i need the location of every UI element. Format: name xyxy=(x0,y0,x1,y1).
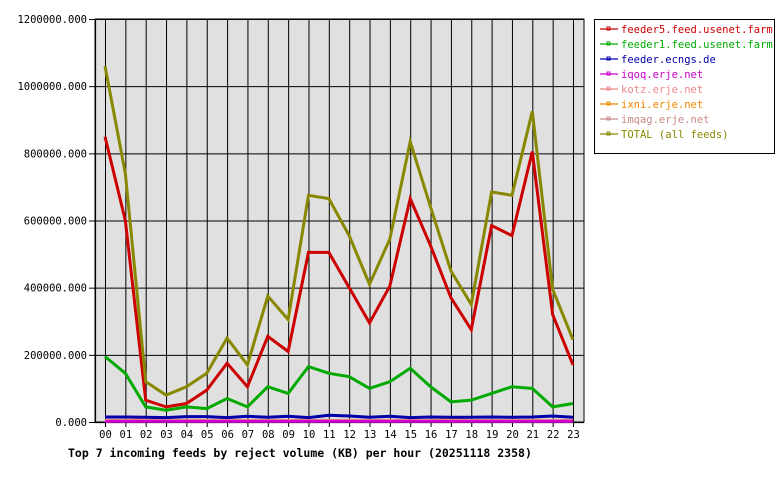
legend-item: feeder5.feed.usenet.farm xyxy=(600,24,773,36)
legend-label: kotz.erje.net xyxy=(621,84,703,96)
x-tick-label: 20 xyxy=(506,429,519,441)
legend-item: iqoq.erje.net xyxy=(600,69,703,81)
legend-label: imqag.erje.net xyxy=(621,114,710,126)
legend-item: feeder.ecngs.de xyxy=(600,54,716,66)
legend-box xyxy=(594,19,775,154)
legend-label: feeder.ecngs.de xyxy=(621,54,716,66)
x-tick-label: 21 xyxy=(526,429,539,441)
x-axis: 00 01 02 03 04 05 06 07 08 09 10 11 12 13 14 15 16 17 18 19… xyxy=(95,421,584,441)
legend-label: iqoq.erje.net xyxy=(621,69,703,81)
legend-label: TOTAL (all feeds) xyxy=(621,129,728,141)
x-tick-label: 19 xyxy=(486,429,499,441)
series-line xyxy=(105,413,574,420)
legend-label: feeder1.feed.usenet.farm xyxy=(621,39,773,51)
x-tick-label: 04 xyxy=(181,429,194,441)
legend-item: ixni.erje.net xyxy=(600,99,703,111)
x-tick-label: 18 xyxy=(465,429,478,441)
y-tick-label: 1200000.000 xyxy=(17,14,87,26)
x-tick-label: 01 xyxy=(120,429,133,441)
series-line xyxy=(103,136,575,409)
y-tick-label: 200000.000 xyxy=(24,350,87,362)
x-tick-label: 14 xyxy=(384,429,397,441)
legend-item: kotz.erje.net xyxy=(600,84,703,96)
y-tick-label: 1000000.000 xyxy=(17,81,87,93)
x-tick-label: 07 xyxy=(242,429,255,441)
legend-item: feeder1.feed.usenet.farm xyxy=(600,39,773,51)
y-tick-label: 400000.000 xyxy=(24,283,87,295)
series-lines xyxy=(103,65,575,423)
legend-label: feeder5.feed.usenet.farm xyxy=(621,24,773,36)
legend: feeder5.feed.usenet.farm feeder1.feed.use… xyxy=(594,19,775,154)
legend-label: ixni.erje.net xyxy=(621,99,703,111)
y-tick-label: 800000.000 xyxy=(24,148,87,160)
x-tick-label: 16 xyxy=(425,429,438,441)
chart-caption: Top 7 incoming feeds by reject volume (K… xyxy=(68,446,532,460)
x-tick-label: 13 xyxy=(364,429,377,441)
x-tick-label: 23 xyxy=(567,429,580,441)
x-tick-label: 00 xyxy=(99,429,112,441)
x-tick-label: 11 xyxy=(323,429,336,441)
x-tick-label: 15 xyxy=(404,429,417,441)
y-tick-label: 600000.000 xyxy=(24,216,87,228)
x-tick-label: 02 xyxy=(140,429,153,441)
series-line xyxy=(103,65,575,397)
x-tick-label: 08 xyxy=(262,429,275,441)
legend-item: TOTAL (all feeds) xyxy=(600,129,728,141)
y-axis: 0.000 200000.000 400000.000 600000.000 80000… xyxy=(17,14,97,429)
x-tick-label: 09 xyxy=(282,429,295,441)
x-tick-label: 17 xyxy=(445,429,458,441)
x-tick-label: 06 xyxy=(221,429,234,441)
series-line xyxy=(104,355,574,412)
x-tick-label: 12 xyxy=(343,429,356,441)
x-tick-label: 05 xyxy=(201,429,214,441)
x-tick-label: 22 xyxy=(547,429,560,441)
x-tick-label: 10 xyxy=(303,429,316,441)
y-tick-label: 0.000 xyxy=(55,417,87,429)
legend-item: imqag.erje.net xyxy=(600,114,710,126)
x-tick-label: 03 xyxy=(160,429,173,441)
